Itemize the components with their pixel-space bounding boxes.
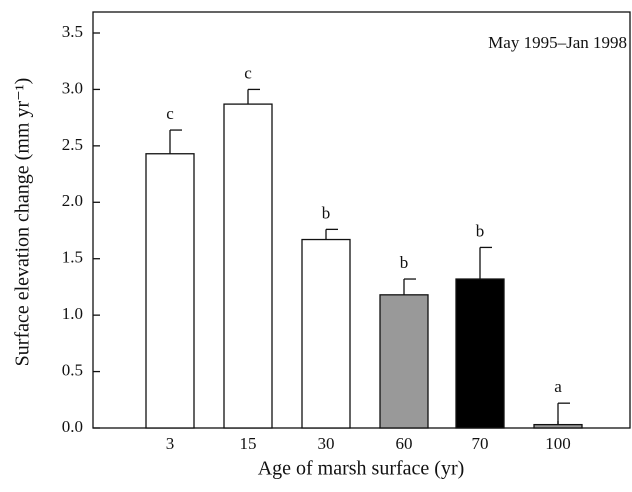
y-tick-label: 3.0 [62, 78, 83, 97]
y-tick-label: 0.0 [62, 417, 83, 436]
significance-letter: a [554, 377, 562, 396]
plot-frame [92, 11, 631, 429]
y-tick-label: 1.5 [62, 248, 83, 267]
bar [223, 103, 273, 429]
y-tick-label: 1.0 [62, 304, 83, 323]
y-tick-label: 2.0 [62, 191, 83, 210]
x-axis-label: Age of marsh surface (yr) [258, 458, 465, 480]
significance-letter: b [322, 203, 331, 222]
bar [379, 294, 429, 429]
bar [301, 238, 351, 429]
y-axis-label: Surface elevation change (mm yr⁻¹) [12, 78, 34, 367]
y-tick-label: 2.5 [62, 135, 83, 154]
significance-letter: c [166, 104, 174, 123]
significance-letter: b [476, 221, 485, 240]
x-tick-label: 30 [318, 434, 335, 453]
y-tick-label: 3.5 [62, 22, 83, 41]
significance-letter: c [244, 63, 252, 82]
annotation: May 1995–Jan 1998 [488, 33, 627, 52]
significance-letter: b [400, 253, 409, 272]
x-tick-label: 15 [240, 434, 257, 453]
x-tick-label: 70 [472, 434, 489, 453]
x-tick-label: 60 [396, 434, 413, 453]
bar [145, 153, 195, 429]
bar [455, 278, 505, 429]
x-tick-label: 3 [166, 434, 175, 453]
bar [533, 423, 583, 429]
y-tick-label: 0.5 [62, 360, 83, 379]
x-tick-label: 100 [545, 434, 571, 453]
